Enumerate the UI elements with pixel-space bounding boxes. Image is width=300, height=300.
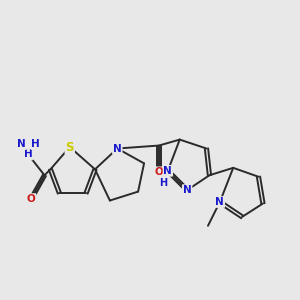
Text: N: N xyxy=(113,143,122,154)
Text: N: N xyxy=(215,197,224,207)
Text: N: N xyxy=(17,139,26,149)
Text: H: H xyxy=(159,178,167,188)
Text: H: H xyxy=(24,149,32,160)
Text: N: N xyxy=(183,185,191,195)
Text: N: N xyxy=(164,166,172,176)
Text: S: S xyxy=(65,140,74,154)
Text: H: H xyxy=(31,139,40,149)
Text: O: O xyxy=(154,167,163,177)
Text: O: O xyxy=(27,194,35,204)
